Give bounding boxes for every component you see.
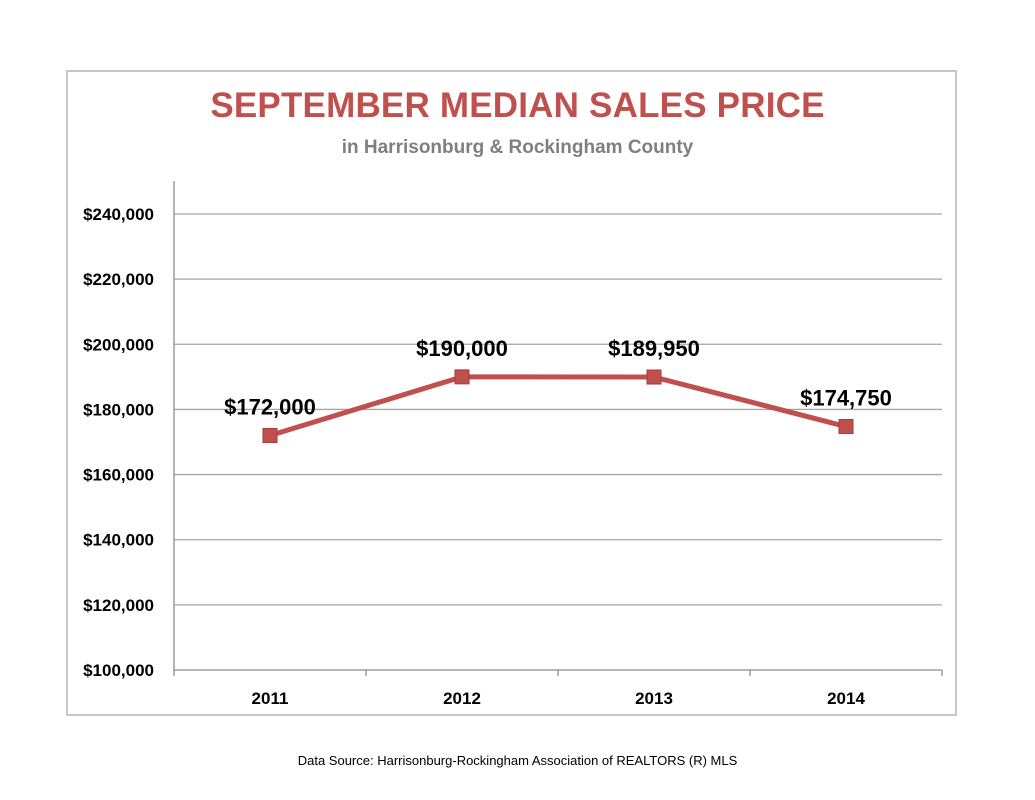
x-tick-label: 2012 xyxy=(443,689,481,708)
data-label: $190,000 xyxy=(416,336,508,361)
data-point-marker xyxy=(838,419,854,435)
chart-frame xyxy=(66,70,957,716)
y-tick-label: $180,000 xyxy=(83,400,154,419)
y-tick-label: $200,000 xyxy=(83,335,154,354)
data-point-marker xyxy=(646,369,662,385)
y-tick-label: $140,000 xyxy=(83,531,154,550)
chart-subtitle: in Harrisonburg & Rockingham County xyxy=(341,137,694,158)
y-tick-label: $240,000 xyxy=(83,205,154,224)
data-point-marker xyxy=(262,427,278,443)
x-tick-label: 2014 xyxy=(827,689,865,708)
data-label: $189,950 xyxy=(608,336,700,361)
data-point-marker xyxy=(454,369,470,385)
chart-title: SEPTEMBER MEDIAN SALES PRICE xyxy=(210,86,825,125)
series-line xyxy=(267,374,849,438)
y-tick-label: $160,000 xyxy=(83,466,154,485)
y-tick-label: $100,000 xyxy=(83,661,154,680)
data-source-note: Data Source: Harrisonburg-Rockingham Ass… xyxy=(297,753,738,768)
x-tick-label: 2011 xyxy=(252,689,289,708)
data-label: $172,000 xyxy=(224,394,316,419)
data-label: $174,750 xyxy=(800,386,892,411)
y-tick-label: $120,000 xyxy=(83,596,154,615)
y-tick-label: $220,000 xyxy=(83,270,154,289)
x-tick-label: 2013 xyxy=(635,689,673,708)
